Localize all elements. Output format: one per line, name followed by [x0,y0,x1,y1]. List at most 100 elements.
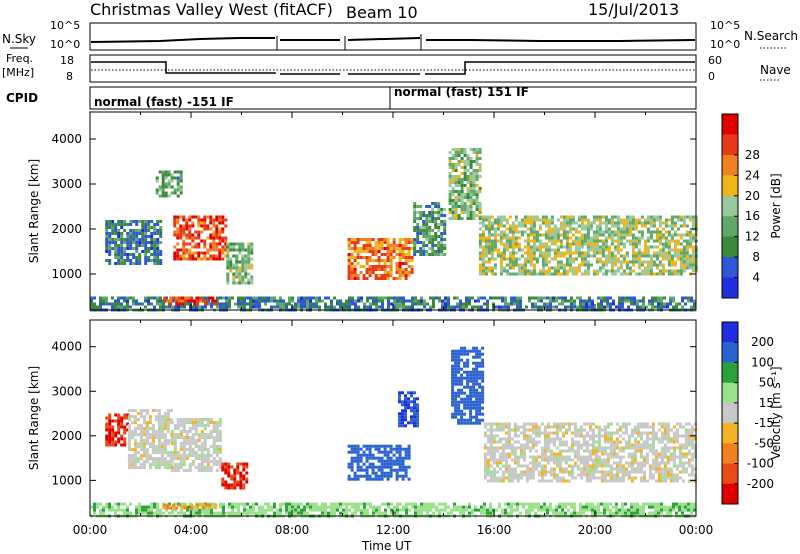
data-cell [660,425,664,429]
data-cell [588,428,592,432]
data-cell [145,454,149,458]
data-cell [350,456,354,460]
data-cell [553,239,557,243]
data-cell [460,208,464,211]
data-cell [242,465,246,469]
data-cell [404,400,407,404]
data-cell [600,473,604,477]
data-cell [474,299,477,303]
data-cell [501,470,505,474]
data-cell [631,260,635,264]
data-cell [511,248,515,252]
data-cell [434,223,438,226]
data-cell [133,415,137,419]
data-cell [676,227,680,231]
data-cell [359,459,363,463]
data-cell [651,464,655,468]
data-cell [618,467,622,471]
data-cell [111,220,115,223]
data-cell [582,428,586,432]
data-cell [176,179,180,183]
data-cell [365,250,369,253]
data-cell [486,458,490,462]
data-cell [312,296,315,300]
data-cell [508,254,512,258]
data-cell [496,248,500,252]
data-cell [401,247,405,250]
data-cell [466,385,470,389]
data-cell [627,296,630,300]
data-cell [486,299,489,303]
data-cell [549,452,553,456]
data-cell [622,227,626,231]
nsky-left-tick-top: 10^5 [50,19,80,32]
data-cell [389,462,393,466]
data-cell [598,245,602,249]
data-cell [580,239,584,243]
data-cell [218,242,222,246]
data-cell [667,263,671,267]
data-cell [386,259,390,262]
data-cell [489,476,493,480]
data-cell [153,244,157,247]
data-cell [153,262,157,265]
data-cell [142,445,146,449]
data-cell [413,391,416,395]
data-cell [472,175,476,178]
data-cell [148,418,152,422]
data-cell [191,424,195,427]
data-cell [585,440,589,444]
data-cell [225,302,228,306]
data-cell [526,221,530,225]
colorbar-segment [722,154,738,176]
data-cell [673,215,677,219]
data-cell [133,430,137,434]
data-cell [401,447,405,451]
data-cell [613,263,617,267]
data-cell [166,415,170,419]
data-cell [498,461,502,465]
data-cell [625,263,629,267]
data-cell [383,259,387,262]
data-cell [179,466,183,469]
data-cell [127,442,131,446]
data-cell [176,433,180,436]
data-cell [606,446,610,450]
data-cell [499,239,503,243]
data-cell [510,470,514,474]
data-cell [138,256,142,259]
data-cell [562,221,566,225]
data-cell [410,406,413,410]
data-cell [463,385,467,389]
data-cell [203,424,207,427]
data-cell [389,444,393,448]
data-cell [541,272,545,276]
data-cell [440,223,444,226]
data-cell [212,421,216,424]
data-cell [634,242,638,246]
data-cell [135,220,139,223]
data-cell [607,269,611,273]
data-cell [528,299,531,303]
data-cell [451,199,455,202]
data-cell [154,409,158,413]
data-cell [553,236,557,240]
data-cell [454,151,458,154]
data-cell [454,196,458,199]
data-cell [135,232,139,235]
data-cell [498,305,501,309]
data-cell [252,302,255,306]
data-cell [114,256,118,259]
data-cell [351,302,354,306]
data-cell [401,238,405,241]
data-cell [523,245,527,249]
data-cell [574,266,578,270]
data-cell [666,305,669,309]
data-cell [588,302,591,306]
data-cell [633,467,637,471]
data-cell [535,245,539,249]
data-cell [380,268,384,271]
data-cell [386,474,390,478]
data-cell [157,421,161,425]
data-cell [489,440,493,444]
